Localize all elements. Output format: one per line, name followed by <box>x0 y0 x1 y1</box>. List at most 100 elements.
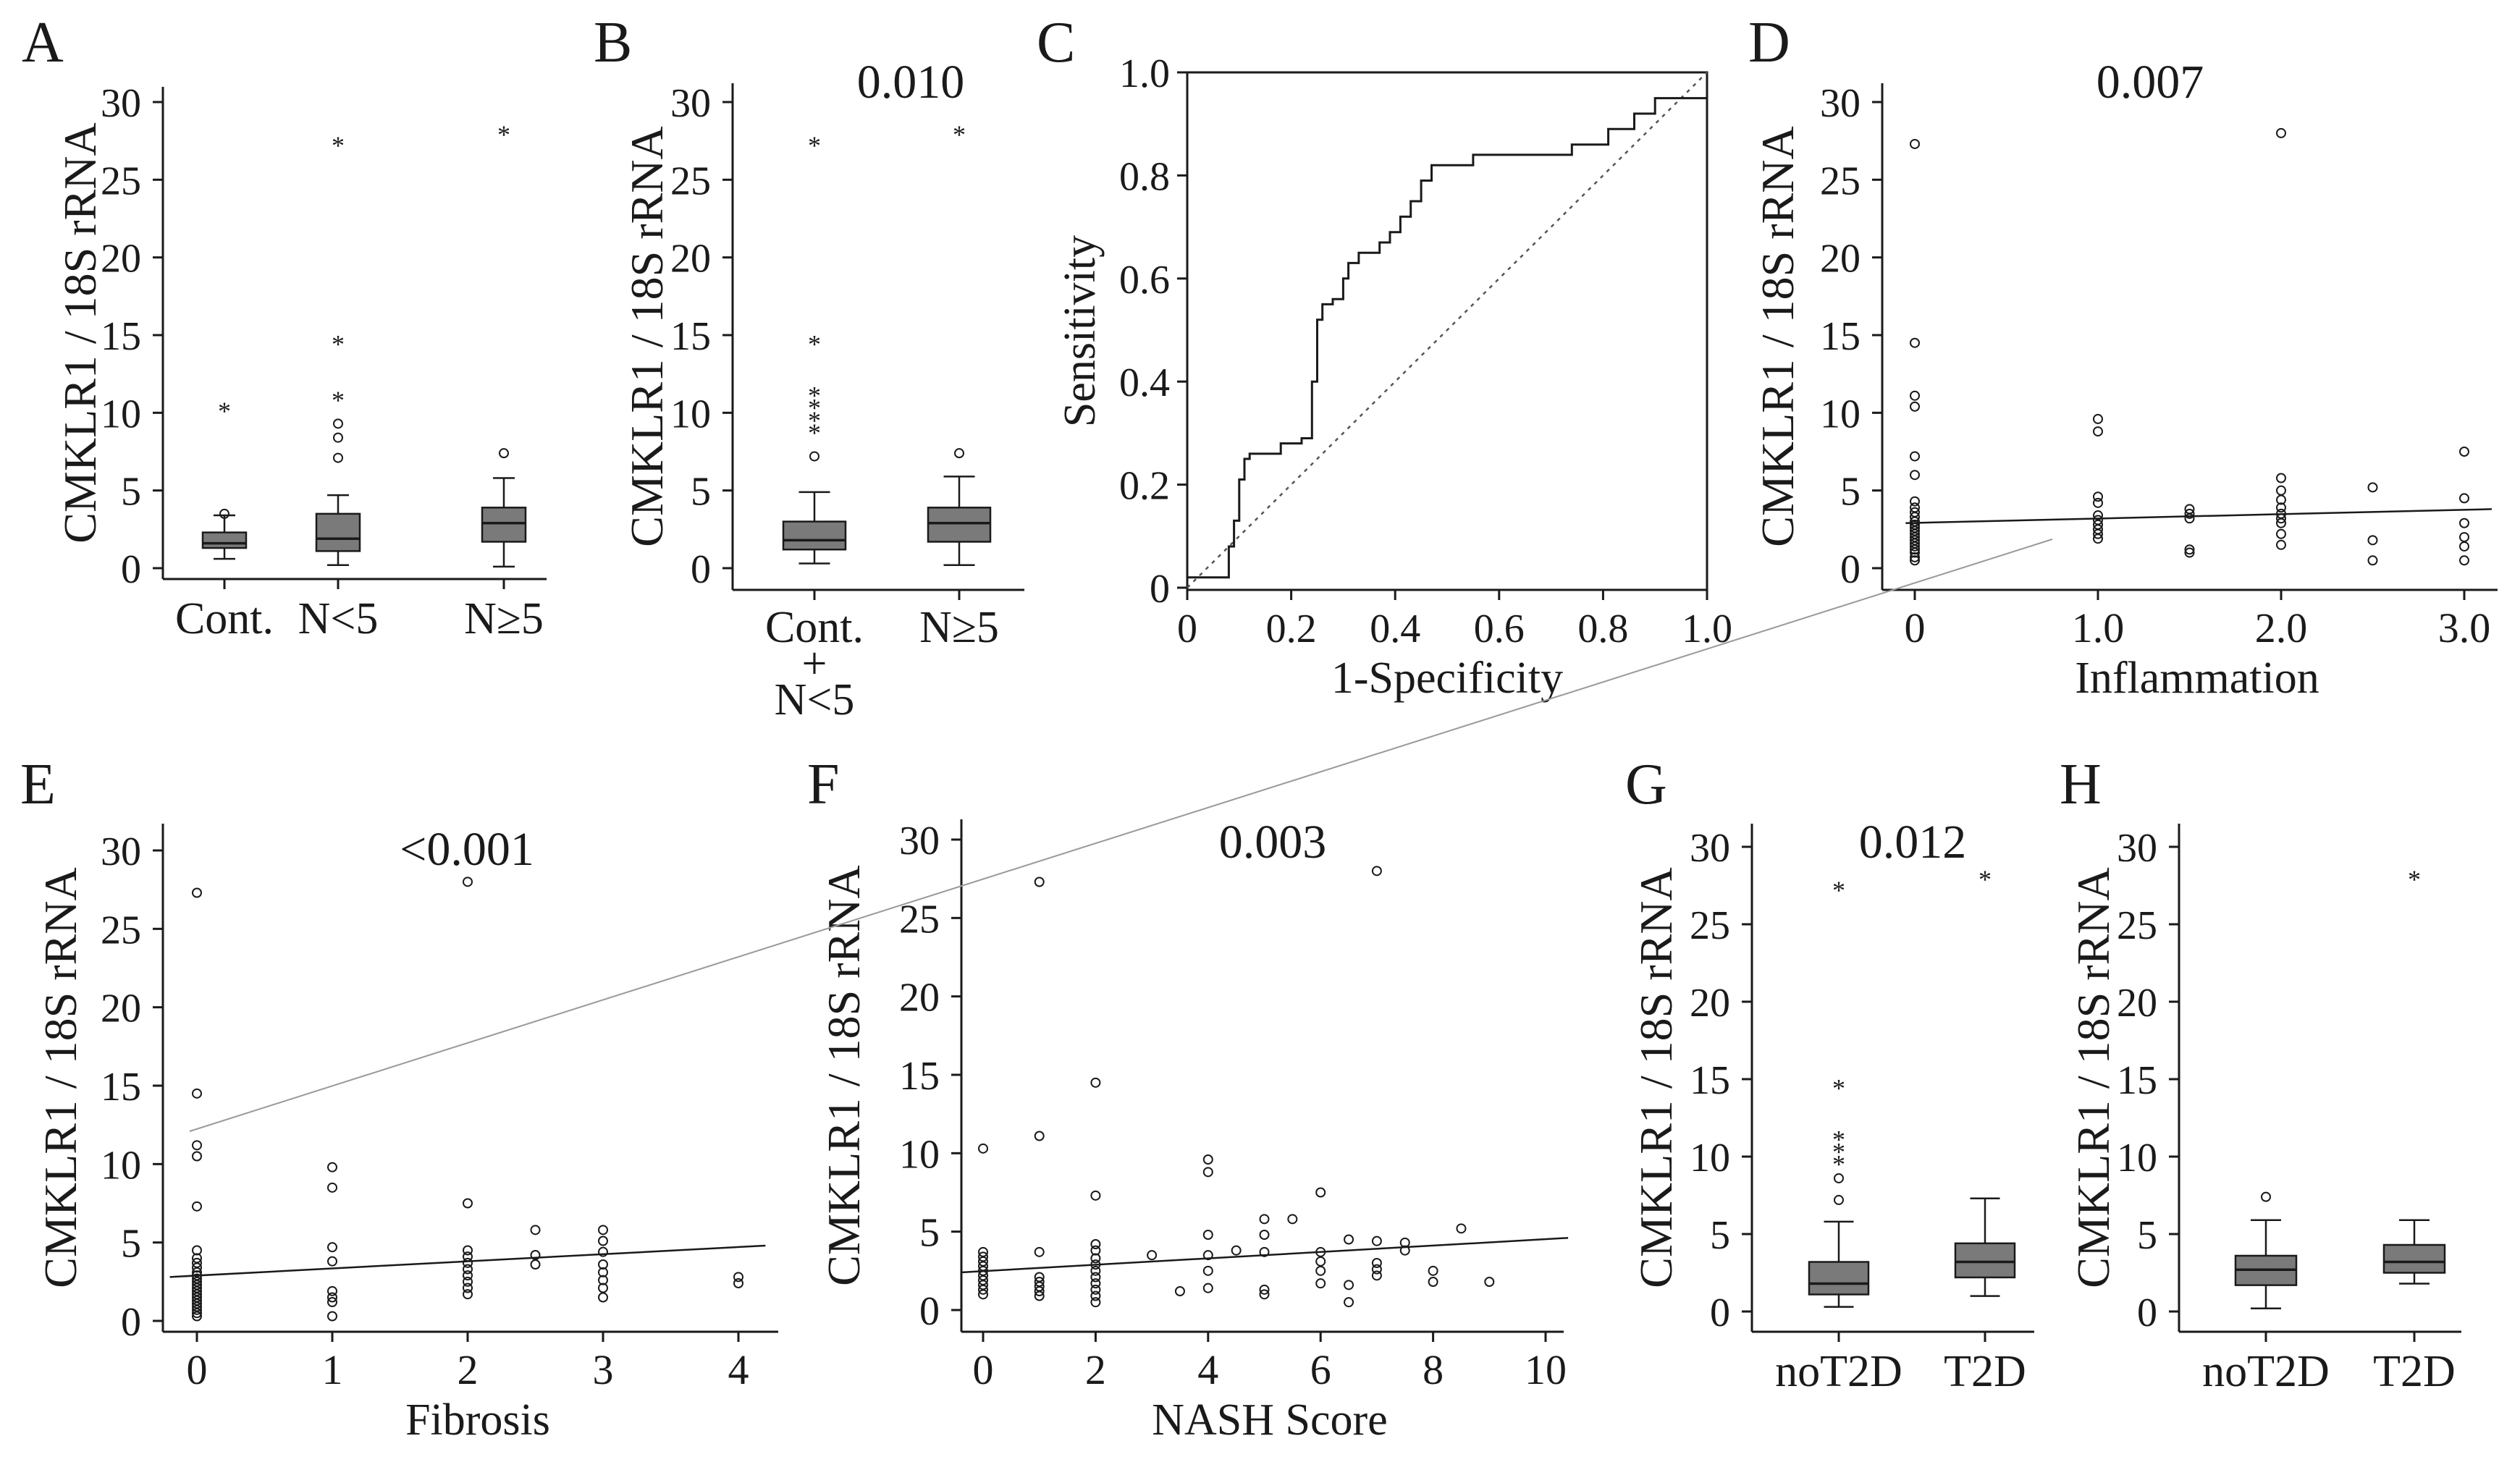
outlier-point <box>333 432 343 443</box>
data-point <box>1034 876 1045 887</box>
x-tick-label: N<5 <box>298 594 379 643</box>
outlier-point <box>809 451 819 462</box>
y-tick-label: 0 <box>2137 1291 2157 1335</box>
outlier-point <box>954 448 964 459</box>
data-point <box>1910 555 1920 566</box>
extreme-marker: * <box>808 418 821 447</box>
extreme-marker: * <box>497 120 510 149</box>
data-point <box>2459 518 2469 528</box>
data-point <box>463 1276 473 1287</box>
y-tick-label: 15 <box>101 314 141 359</box>
data-point <box>978 1289 988 1300</box>
data-point <box>1259 1246 1270 1257</box>
p-value-label: 0.003 <box>1219 816 1327 869</box>
box-A-2: * <box>481 120 527 568</box>
data-point <box>1910 470 1920 481</box>
extreme-marker: * <box>1979 865 1992 894</box>
y-tick-label: 15 <box>1820 314 1860 359</box>
y-tick-label: 1.0 <box>1119 51 1170 96</box>
y-tick-label: 0.2 <box>1119 464 1170 509</box>
y-tick-label: 15 <box>2117 1058 2157 1103</box>
y-tick-label: 30 <box>670 81 711 126</box>
scatter-points <box>1910 127 2469 566</box>
y-tick-label: 20 <box>1690 981 1730 1026</box>
x-tick-label: 0 <box>1905 604 1926 651</box>
y-tick-label: 15 <box>670 314 711 359</box>
data-point <box>1910 552 1920 562</box>
y-axis-label: CMKLR1 / 18S rRNA <box>2068 867 2119 1288</box>
y-tick-label: 0 <box>121 547 141 592</box>
y-tick-label: 10 <box>101 392 141 436</box>
data-point <box>1344 1297 1354 1308</box>
y-tick-label: 5 <box>1710 1213 1730 1258</box>
y-tick-label: 5 <box>121 1222 141 1267</box>
data-point <box>1202 1230 1213 1240</box>
extreme-marker: * <box>1832 1137 1845 1166</box>
y-tick-label: 10 <box>101 1143 141 1188</box>
data-point <box>1090 1245 1101 1256</box>
x-tick-label: N≥5 <box>464 594 544 643</box>
data-point <box>1034 1131 1045 1141</box>
data-point <box>1231 1245 1242 1256</box>
data-point <box>1090 1253 1101 1264</box>
box-B-1: * <box>927 120 992 566</box>
y-tick-label: 30 <box>2117 826 2157 871</box>
data-point <box>1174 1286 1185 1296</box>
data-point <box>192 1245 202 1256</box>
y-tick-label: 0 <box>919 1289 940 1334</box>
panel-C: C 0 0.2 0.4 0.6 0.8 1.0 0 0.2 0.4 0.6 0.8 1.0 1-Speci… <box>1037 11 1732 703</box>
data-point <box>1315 1278 1326 1289</box>
data-point <box>327 1297 337 1307</box>
y-tick-label: 0.8 <box>1119 154 1170 199</box>
box-G-1: * <box>1954 865 2016 1297</box>
box-iqr <box>1808 1261 1870 1296</box>
extreme-marker: * <box>808 381 821 410</box>
data-point <box>1371 1258 1382 1268</box>
data-point <box>463 1245 473 1256</box>
data-point <box>733 1272 743 1283</box>
x-tick-label: 10 <box>1525 1346 1567 1393</box>
data-point <box>1259 1284 1270 1295</box>
y-tick-label: 0.6 <box>1119 258 1170 303</box>
box-iqr <box>1954 1242 2016 1279</box>
x-tick-label: 2.0 <box>2255 604 2308 651</box>
data-point <box>1090 1239 1101 1249</box>
data-point <box>192 1308 202 1319</box>
y-axis-label: CMKLR1 / 18S rRNA <box>54 122 106 543</box>
y-tick-label: 15 <box>1690 1058 1730 1103</box>
data-point <box>1034 1246 1045 1257</box>
x-tick-label: 0.8 <box>1577 607 1628 651</box>
x-tick-label: T2D <box>2373 1347 2456 1396</box>
y-axis-label: CMKLR1 / 18S rRNA <box>1630 867 1682 1288</box>
data-point <box>1202 1283 1213 1293</box>
data-point <box>1344 1234 1354 1245</box>
y-tick-label: 25 <box>899 897 940 942</box>
data-point <box>192 1151 202 1162</box>
x-axis-label: Fibrosis <box>405 1395 550 1445</box>
data-point <box>2276 518 2286 528</box>
data-point <box>2459 447 2469 457</box>
data-point <box>1371 866 1382 876</box>
panel-letter-B: B <box>594 11 632 75</box>
data-point <box>598 1267 608 1277</box>
y-axis-label: CMKLR1 / 18S rRNA <box>1752 126 1803 546</box>
data-point <box>1910 544 1920 555</box>
y-axis-label: Sensitivity <box>1055 235 1105 427</box>
panel-letter-D: D <box>1748 11 1790 75</box>
extreme-marker: * <box>808 330 821 359</box>
data-point <box>327 1242 337 1253</box>
data-point <box>1090 1272 1101 1283</box>
p-value-label: 0.007 <box>2097 56 2204 109</box>
y-tick-label: 25 <box>101 908 141 952</box>
data-point <box>733 1278 743 1288</box>
regression-line <box>960 1237 1569 1274</box>
y-tick-label: 30 <box>899 819 940 863</box>
y-tick-label: 25 <box>1690 903 1730 948</box>
extreme-marker: * <box>332 386 345 415</box>
extreme-marker: * <box>1832 876 1845 905</box>
data-point <box>192 1262 202 1273</box>
x-tick-label: Cont. <box>175 594 274 643</box>
y-axis-label: CMKLR1 / 18S rRNA <box>621 126 673 546</box>
panel-letter-G: G <box>1625 753 1667 816</box>
